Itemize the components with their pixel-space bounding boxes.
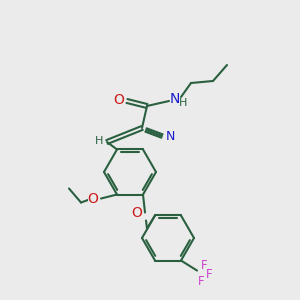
Text: F: F: [206, 268, 212, 281]
Text: H: H: [95, 136, 103, 146]
Text: H: H: [179, 98, 187, 108]
Text: N: N: [165, 130, 175, 143]
Text: O: O: [114, 93, 124, 107]
Text: O: O: [88, 191, 98, 206]
Text: F: F: [201, 259, 207, 272]
Text: N: N: [170, 92, 180, 106]
Text: O: O: [132, 206, 142, 220]
Text: F: F: [198, 275, 204, 288]
